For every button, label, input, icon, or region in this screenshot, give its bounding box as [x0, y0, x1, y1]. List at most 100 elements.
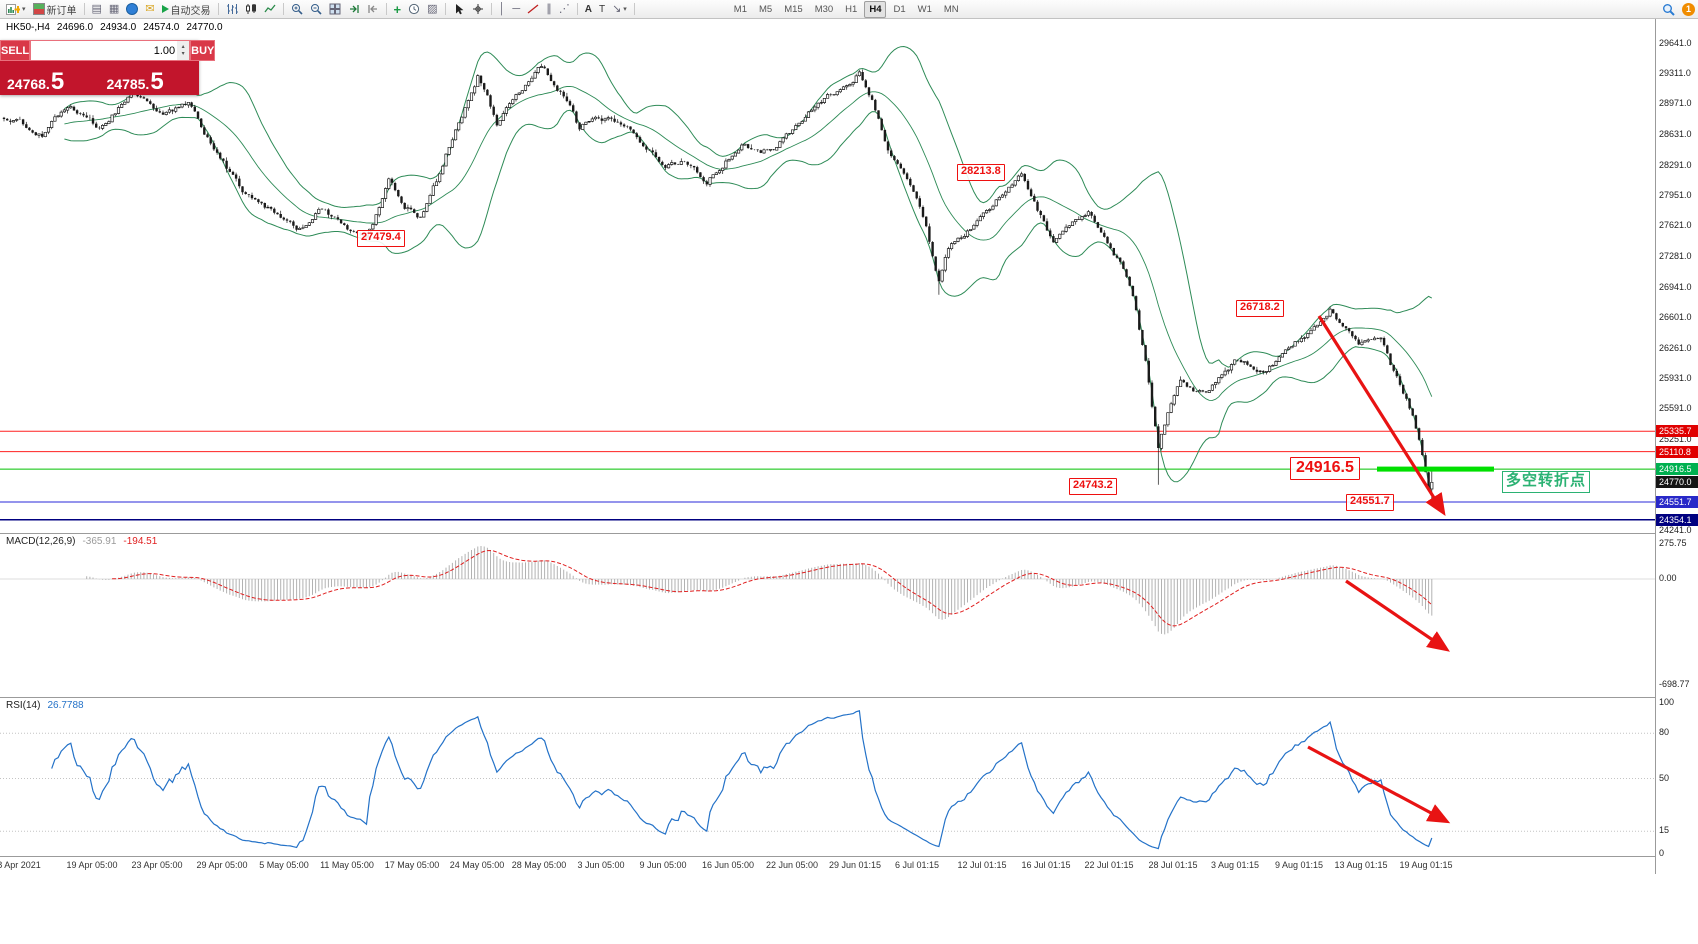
time-axis-label: 22 Jul 01:15: [1084, 860, 1134, 870]
arrows-tool-icon[interactable]: ↘ ▾: [612, 2, 627, 15]
ohlc-close: 24770.0: [186, 22, 223, 33]
auto-scroll-icon[interactable]: [345, 1, 363, 17]
toolbar-separator: [576, 3, 578, 15]
toolbar-separator: [385, 3, 387, 15]
text-icon[interactable]: A: [584, 3, 592, 15]
time-axis-label: 22 Jun 05:00: [765, 860, 819, 870]
horizontal-line-icon[interactable]: ─: [512, 2, 521, 15]
time-axis-label: 6 Jul 01:15: [894, 860, 940, 870]
periods-icon[interactable]: [405, 1, 423, 17]
time-axis-label: 3 Aug 01:15: [1210, 860, 1260, 870]
buy-price[interactable]: 24785. 5: [106, 68, 164, 95]
oh-high: 24934.0: [100, 22, 137, 33]
templates-icon[interactable]: ▨: [427, 2, 438, 15]
price-tag: 24551.7: [1656, 496, 1698, 508]
time-axis-label: 11 May 05:00: [320, 860, 374, 870]
vertical-line-icon[interactable]: │: [498, 2, 506, 15]
price-axis-label: 25251.0: [1659, 434, 1692, 444]
mailbox-icon[interactable]: ✉: [145, 2, 155, 15]
timeframe-h1[interactable]: H1: [845, 3, 858, 15]
timeframe-h4[interactable]: H4: [864, 0, 887, 18]
notification-badge[interactable]: 1: [1682, 2, 1695, 16]
buy-button[interactable]: BUY: [190, 40, 216, 61]
autotrading-button[interactable]: 自动交易: [159, 1, 214, 17]
profiles-icon[interactable]: ▤: [91, 2, 102, 15]
one-click-trading-panel: SELL ▴▾ BUY 24768.5 24785.5: [0, 40, 216, 95]
timeframe-m15[interactable]: M15: [784, 3, 803, 15]
macd-panel[interactable]: [0, 533, 1655, 697]
price-axis-label: 24241.0: [1659, 525, 1692, 535]
rsi-panel[interactable]: [0, 697, 1655, 856]
time-axis-label: 29 Apr 05:00: [196, 860, 248, 870]
chart-shift-icon[interactable]: [364, 1, 382, 17]
macd-axis-label: -698.77: [1659, 679, 1690, 689]
price-axis-label: 28631.0: [1659, 129, 1692, 139]
toolbar-separator: [633, 3, 635, 15]
volume-input[interactable]: [31, 41, 178, 60]
price-axis-label: 27621.0: [1659, 220, 1692, 230]
symbol-period: HK50-,H4: [6, 22, 50, 33]
new-order-label: 新订单: [46, 5, 77, 17]
play-icon: [161, 5, 169, 13]
spinner-down-icon[interactable]: ▾: [181, 50, 185, 57]
time-axis-label: 19 Aug 01:15: [1399, 860, 1453, 870]
ohlc-low: 24574.0: [143, 22, 180, 33]
time-axis[interactable]: 8 Apr 2021 19 Apr 05:00 23 Apr 05:00 29 Apr…: [0, 856, 1655, 874]
zoom-out-icon[interactable]: [307, 1, 325, 17]
time-axis-label: 24 May 05:00: [449, 860, 505, 870]
sell-price[interactable]: 24768. 5: [7, 68, 65, 95]
chevron-down-icon: ▾: [623, 6, 627, 13]
toolbar-separator: [282, 3, 284, 15]
search-icon[interactable]: [1659, 1, 1678, 17]
cursor-icon[interactable]: [450, 1, 468, 17]
chevron-down-icon: ▾: [22, 6, 26, 13]
price-axis-label: 26941.0: [1659, 282, 1692, 292]
rsi-axis-label: 15: [1659, 825, 1670, 835]
fibonacci-icon[interactable]: ⋰: [558, 2, 570, 15]
line-chart-icon[interactable]: [261, 1, 279, 17]
new-order-button[interactable]: 新订单: [30, 1, 80, 17]
time-axis-label: 12 Jul 01:15: [957, 860, 1007, 870]
timeframe-m1[interactable]: M1: [733, 3, 747, 15]
navigator-icon[interactable]: [123, 1, 141, 17]
price-axis-label: 29311.0: [1659, 68, 1691, 78]
macd-axis-label: 0.00: [1659, 573, 1677, 583]
new-chart-button[interactable]: ▾: [3, 1, 29, 17]
time-axis-label: 5 May 05:00: [259, 860, 309, 870]
price-axis-label: 26261.0: [1659, 343, 1692, 353]
bar-chart-icon[interactable]: [223, 1, 241, 17]
timeframe-m5[interactable]: M5: [759, 3, 773, 15]
timeframe-toolbar: M1 M5 M15 M30 H1 H4 D1 W1 MN: [729, 0, 964, 18]
crosshair-icon[interactable]: [469, 1, 487, 17]
time-axis-label: 28 Jul 01:15: [1148, 860, 1198, 870]
timeframe-d1[interactable]: D1: [893, 3, 906, 15]
time-axis-label: 23 Apr 05:00: [131, 860, 183, 870]
new-chart-icon: [6, 3, 20, 15]
channel-icon[interactable]: ∥: [546, 2, 552, 15]
time-axis-label: 13 Aug 01:15: [1334, 860, 1388, 870]
timeframe-mn[interactable]: MN: [943, 3, 959, 15]
charts-grid-icon[interactable]: ▦: [108, 2, 120, 15]
timeframe-m30[interactable]: M30: [814, 3, 834, 15]
ohlc-open: 24696.0: [56, 22, 94, 33]
volume-box: ▴▾: [30, 40, 191, 61]
trendline-icon[interactable]: [524, 1, 542, 17]
time-axis-label: 8 Apr 2021: [0, 860, 41, 870]
timeframe-w1[interactable]: W1: [917, 3, 932, 15]
zoom-in-icon[interactable]: [288, 1, 306, 17]
price-tag: 25335.7: [1656, 425, 1698, 437]
tile-windows-icon[interactable]: [326, 1, 344, 17]
price-tag: 25110.8: [1656, 446, 1698, 458]
spinner-up-icon[interactable]: ▴: [181, 43, 185, 50]
price-axis-label: 26601.0: [1659, 312, 1692, 322]
macd-axis-label: 275.75: [1659, 538, 1687, 548]
volume-spinner[interactable]: ▴ ▾: [177, 41, 190, 60]
sell-button[interactable]: SELL: [0, 40, 31, 61]
autotrading-label: 自动交易: [170, 5, 211, 17]
text-label-icon[interactable]: T: [598, 3, 606, 15]
toolbar-right-group: 1: [1659, 1, 1698, 17]
main-chart-panel[interactable]: [0, 18, 1655, 533]
candlestick-icon[interactable]: [242, 1, 260, 17]
indicators-icon[interactable]: +: [393, 1, 402, 17]
price-axis[interactable]: 29641.0 29311.0 28971.0 28631.0 28291.0 27951…: [1655, 18, 1698, 874]
